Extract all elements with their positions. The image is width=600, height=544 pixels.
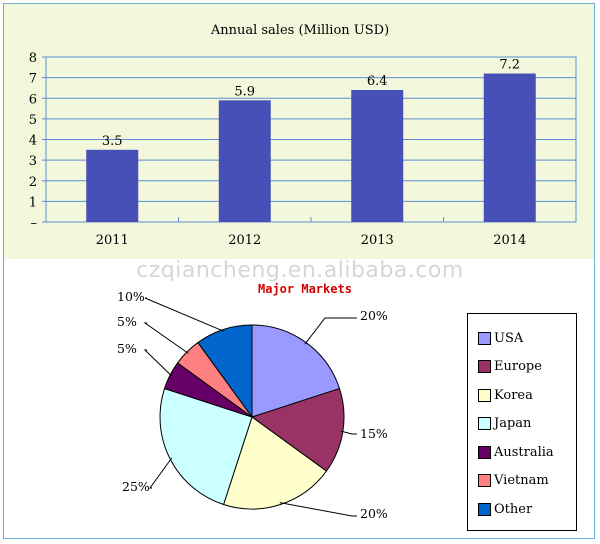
- legend-item-korea: Korea: [478, 381, 576, 410]
- legend-label: Japan: [494, 416, 532, 432]
- leader-line: [149, 457, 173, 489]
- legend-swatch: [478, 388, 491, 402]
- bar-chart: Annual sales (Million USD) – 1 2 3 4 5 6 7 8 3.5 20…: [29, 23, 577, 248]
- pie-label-vietnam: 5%: [117, 314, 137, 329]
- legend-swatch: [478, 360, 491, 374]
- pie-label-other: 10%: [117, 289, 145, 304]
- legend-item-japan: Japan: [478, 410, 576, 439]
- y-tick-label: 8: [29, 51, 37, 66]
- x-tick-label-2014: 2014: [493, 233, 526, 248]
- pie-label-australia: 5%: [117, 341, 137, 356]
- bar-2011: [86, 149, 139, 222]
- leader-line: [279, 502, 357, 517]
- x-tick-label-2012: 2012: [228, 233, 261, 248]
- legend-swatch: [478, 502, 491, 516]
- leader-line: [143, 349, 173, 377]
- legend-item-australia: Australia: [478, 438, 576, 467]
- pie-slice-japan: [159, 387, 253, 506]
- y-tick-label: 2: [29, 175, 37, 190]
- legend-label: USA: [494, 330, 524, 346]
- pie-label-usa: 20%: [360, 308, 388, 323]
- legend-item-europe: Europe: [478, 353, 576, 382]
- legend-item-other: Other: [478, 495, 576, 524]
- y-tick-label: 3: [29, 154, 37, 169]
- legend-item-usa: USA: [478, 324, 576, 353]
- pie-slice-korea: [222, 416, 328, 510]
- legend-label: Korea: [494, 387, 533, 403]
- legend-swatch: [478, 474, 491, 488]
- y-tick-label: 6: [29, 92, 37, 107]
- x-tick-label-2011: 2011: [96, 233, 129, 248]
- data-label-2013: 6.4: [367, 74, 388, 89]
- legend-swatch: [478, 445, 491, 459]
- pie-chart-title: Major Markets: [258, 282, 352, 296]
- legend-item-vietnam: Vietnam: [478, 467, 576, 496]
- x-tick-label-2013: 2013: [361, 233, 394, 248]
- leader-line: [304, 317, 357, 345]
- legend-label: Vietnam: [494, 473, 549, 489]
- y-tick-label: 4: [29, 134, 37, 149]
- pie-label-korea: 20%: [360, 506, 388, 521]
- legend-swatch: [478, 417, 491, 431]
- data-label-2011: 3.5: [102, 134, 123, 149]
- pie-label-europe: 15%: [360, 426, 388, 441]
- pie-legend: USA Europe Korea Japan Australia Vietnam Other: [467, 313, 577, 531]
- leader-line: [143, 322, 189, 354]
- bar-2014: [483, 73, 536, 222]
- y-tick-label: –: [31, 216, 38, 231]
- legend-swatch: [478, 331, 491, 345]
- leader-line: [340, 430, 357, 435]
- data-label-2014: 7.2: [499, 58, 520, 73]
- pie-slice-other: [197, 324, 253, 419]
- leader-line: [144, 297, 225, 332]
- legend-label: Other: [494, 501, 533, 517]
- data-label-2012: 5.9: [234, 84, 255, 99]
- bar-chart-title: Annual sales (Million USD): [210, 23, 389, 38]
- legend-label: Europe: [494, 359, 542, 375]
- bar-2012: [218, 100, 271, 222]
- y-tick-label: 1: [29, 195, 37, 210]
- pie-label-japan: 25%: [122, 479, 150, 494]
- y-tick-label: 7: [29, 72, 37, 87]
- y-tick-label: 5: [29, 113, 37, 128]
- watermark: czqiancheng.en.alibaba.com: [136, 258, 464, 283]
- bar-2013: [351, 90, 404, 222]
- legend-label: Australia: [494, 444, 554, 460]
